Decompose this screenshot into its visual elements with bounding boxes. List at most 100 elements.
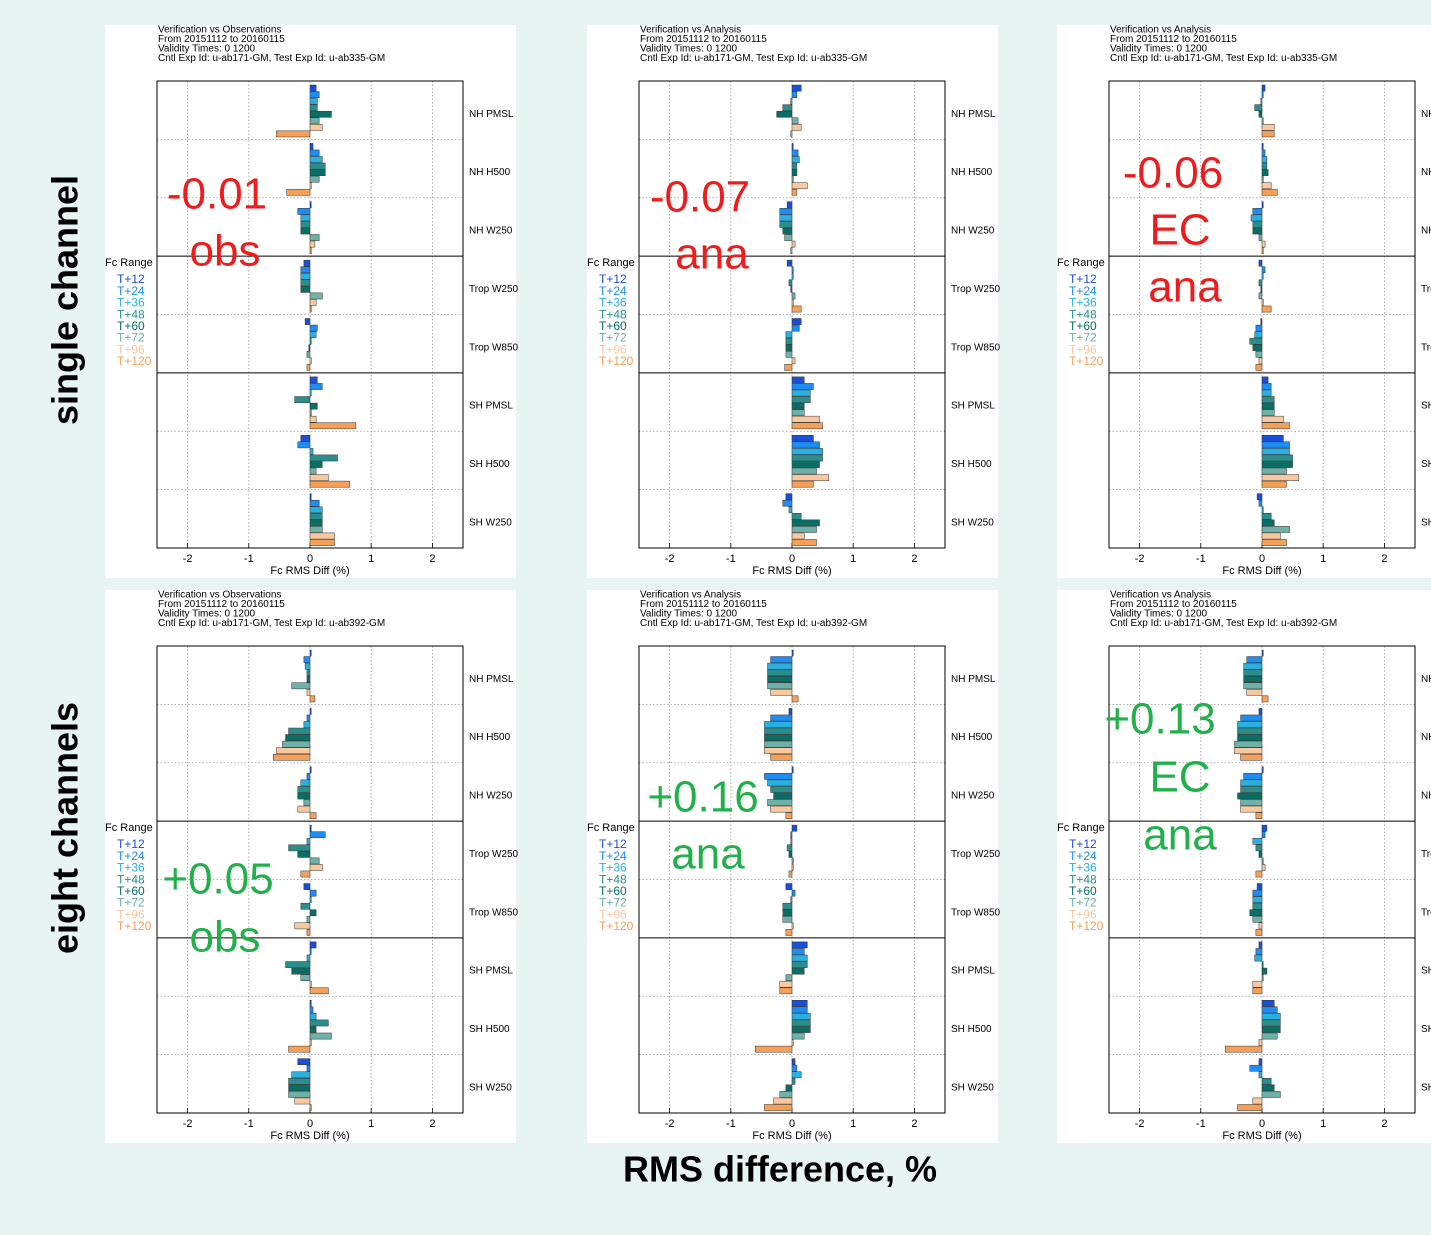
bar (1256, 493, 1263, 501)
bar (767, 675, 793, 683)
legend-entry: T+36 (1069, 296, 1097, 310)
bar (309, 324, 318, 332)
bar (1261, 1019, 1281, 1027)
x-axis-label: Fc RMS Diff (%) (270, 1130, 349, 1142)
bar (1252, 1097, 1263, 1105)
bar (309, 117, 320, 125)
bar (791, 143, 794, 150)
bar (300, 221, 311, 228)
chart-title: From 20151112 to 20160115 (158, 34, 285, 45)
bar (300, 272, 311, 280)
bar (306, 714, 311, 722)
legend-entry: T+96 (1069, 907, 1097, 921)
bar (309, 389, 312, 397)
legend-entry: T+36 (599, 296, 627, 310)
bar (779, 1091, 793, 1098)
bar (309, 91, 320, 98)
bar (1261, 156, 1268, 163)
category-label: Trop W250 (469, 284, 519, 295)
bar (309, 513, 323, 520)
x-tick-label: 1 (1320, 1118, 1326, 1130)
legend-entry: T+96 (117, 342, 145, 356)
category-label: Trop W250 (469, 849, 519, 860)
category-label: SH H500 (1421, 1024, 1431, 1035)
chart-title: Cntl Exp Id: u-ab171-GM, Test Exp Id: u-… (640, 53, 867, 64)
legend-entry: T+120 (599, 919, 634, 933)
bar (300, 902, 311, 910)
category-label: SH PMSL (1421, 401, 1431, 412)
bar (309, 941, 317, 949)
legend-title: Fc Range (1057, 257, 1105, 269)
bar (791, 357, 796, 365)
x-axis-label: Fc RMS Diff (%) (752, 565, 831, 577)
bar (791, 383, 814, 390)
bar (791, 857, 794, 865)
x-tick-label: -2 (665, 553, 675, 565)
bar (782, 909, 793, 917)
bar (791, 299, 794, 306)
bar (770, 656, 793, 663)
bar (1252, 208, 1263, 215)
bar (1243, 773, 1263, 780)
bar (1261, 695, 1269, 703)
category-label: NH PMSL (951, 109, 996, 120)
bar (309, 156, 323, 163)
legend-entry: T+120 (1069, 354, 1104, 368)
bar (297, 786, 311, 793)
bar (309, 402, 318, 410)
bar (791, 519, 820, 527)
bar (791, 532, 805, 540)
bar (291, 682, 311, 690)
bar (791, 1058, 796, 1066)
bar (755, 1045, 793, 1053)
bar (309, 448, 314, 455)
bar (791, 467, 817, 475)
chart-title: Verification vs Analysis (1110, 590, 1211, 601)
x-tick-label: 2 (429, 1118, 435, 1130)
bar (791, 526, 817, 533)
bar (1261, 201, 1264, 209)
bar (1261, 124, 1275, 131)
bar (286, 188, 311, 196)
annotation: ana (1143, 811, 1217, 860)
bar (1261, 857, 1264, 865)
bar (309, 182, 312, 190)
legend-entry: T+48 (117, 872, 145, 886)
bar (1261, 526, 1290, 533)
bar (1255, 350, 1263, 358)
bar (791, 422, 823, 430)
bar (309, 896, 312, 903)
bar (1250, 214, 1263, 222)
bar (770, 753, 793, 761)
bar (1261, 1032, 1278, 1040)
chart-title: From 20151112 to 20160115 (640, 34, 767, 45)
bar (1261, 448, 1290, 455)
legend-entry: T+24 (117, 284, 145, 298)
legend-entry: T+24 (599, 849, 627, 863)
category-label: NH H500 (951, 167, 993, 178)
bar (776, 110, 793, 118)
bar (309, 493, 312, 501)
bar (1254, 954, 1263, 962)
bar (1261, 961, 1264, 968)
bar (1258, 941, 1263, 949)
bar (1240, 786, 1263, 793)
bar (282, 740, 311, 748)
bar (1252, 227, 1263, 235)
bar (791, 409, 805, 417)
bar (1261, 143, 1264, 150)
bar (1260, 286, 1263, 293)
bar (782, 499, 793, 507)
legend-entry: T+48 (1069, 872, 1097, 886)
legend-entry: T+24 (599, 284, 627, 298)
legend-entry: T+120 (117, 354, 152, 368)
bar (1261, 467, 1287, 475)
bar (791, 169, 798, 176)
bar (1261, 967, 1268, 975)
legend-entry: T+60 (1069, 884, 1097, 898)
x-tick-label: -2 (1135, 1118, 1145, 1130)
bar (306, 669, 311, 677)
bar (309, 1039, 312, 1046)
category-label: NH W250 (469, 226, 513, 237)
category-label: NH H500 (469, 732, 511, 743)
